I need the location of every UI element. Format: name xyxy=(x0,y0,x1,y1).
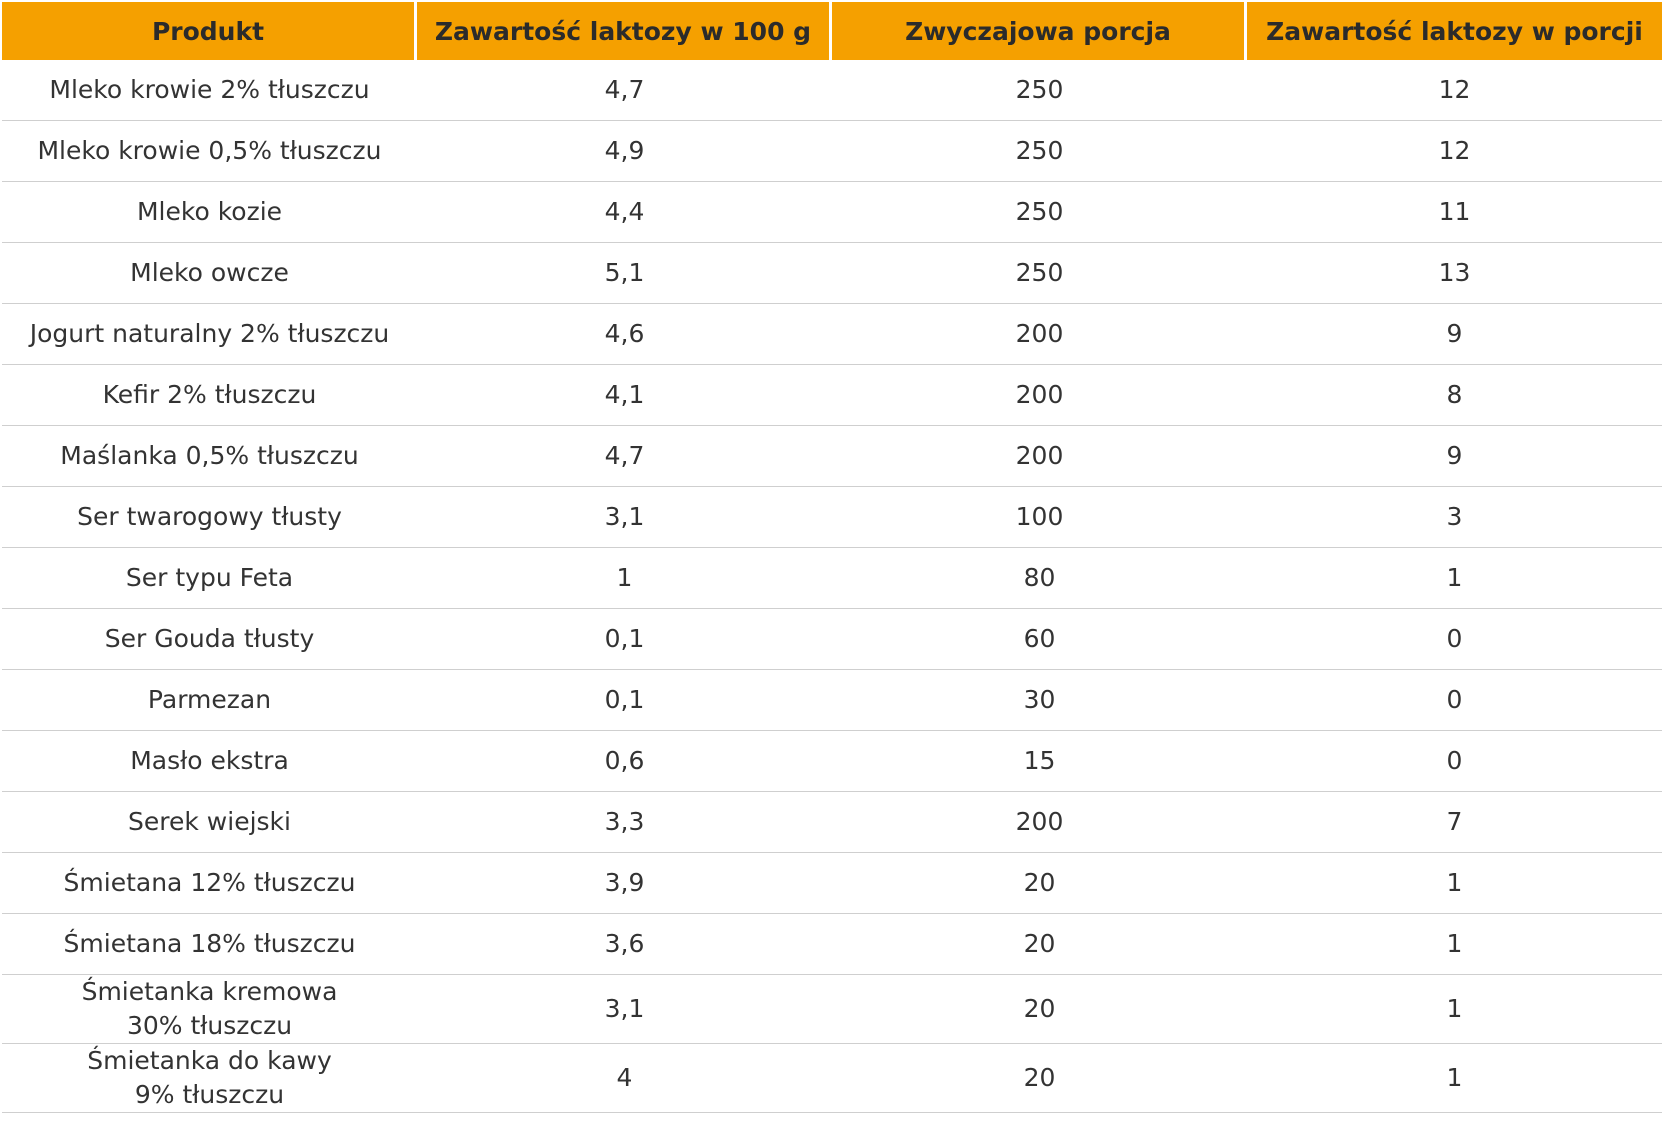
table-row: Ser Gouda tłusty 0,1 60 0 xyxy=(2,609,1662,670)
value-cell: 4,7 xyxy=(417,426,832,487)
value-cell: 200 xyxy=(832,304,1247,365)
product-cell: Śmietanka do kawy 9% tłuszczu xyxy=(2,1044,417,1113)
value-cell: 4,1 xyxy=(417,365,832,426)
header-cell: Zwyczajowa porcja xyxy=(832,2,1247,60)
product-cell: Mleko kozie xyxy=(2,182,417,243)
value-cell: 20 xyxy=(832,1044,1247,1113)
table-row: Parmezan 0,1 30 0 xyxy=(2,670,1662,731)
value-cell: 3,3 xyxy=(417,792,832,853)
product-cell: Mleko krowie 2% tłuszczu xyxy=(2,60,417,121)
product-cell: Parmezan xyxy=(2,670,417,731)
value-cell: 13 xyxy=(1247,243,1662,304)
header-cell: Produkt xyxy=(2,2,417,60)
product-cell: Ser twarogowy tłusty xyxy=(2,487,417,548)
product-cell: Maślanka 0,5% tłuszczu xyxy=(2,426,417,487)
value-cell: 100 xyxy=(832,487,1247,548)
value-cell: 60 xyxy=(832,609,1247,670)
value-cell: 1 xyxy=(417,548,832,609)
value-cell: 1 xyxy=(1247,548,1662,609)
value-cell: 12 xyxy=(1247,121,1662,182)
value-cell: 3,6 xyxy=(417,914,832,975)
product-cell: Ser typu Feta xyxy=(2,548,417,609)
table-row: Śmietanka do kawy 9% tłuszczu 4 20 1 xyxy=(2,1044,1662,1113)
value-cell: 11 xyxy=(1247,182,1662,243)
value-cell: 0,1 xyxy=(417,670,832,731)
value-cell: 8 xyxy=(1247,365,1662,426)
value-cell: 1 xyxy=(1247,914,1662,975)
value-cell: 200 xyxy=(832,365,1247,426)
table-row: Śmietanka kremowa 30% tłuszczu 3,1 20 1 xyxy=(2,975,1662,1044)
product-cell: Mleko owcze xyxy=(2,243,417,304)
table-row: Mleko krowie 0,5% tłuszczu 4,9 250 12 xyxy=(2,121,1662,182)
table-row: Masło ekstra 0,6 15 0 xyxy=(2,731,1662,792)
table-row: Mleko owcze 5,1 250 13 xyxy=(2,243,1662,304)
product-cell: Śmietana 18% tłuszczu xyxy=(2,914,417,975)
value-cell: 200 xyxy=(832,426,1247,487)
table-row: Maślanka 0,5% tłuszczu 4,7 200 9 xyxy=(2,426,1662,487)
value-cell: 250 xyxy=(832,121,1247,182)
value-cell: 4,6 xyxy=(417,304,832,365)
product-cell: Serek wiejski xyxy=(2,792,417,853)
value-cell: 1 xyxy=(1247,853,1662,914)
value-cell: 30 xyxy=(832,670,1247,731)
value-cell: 0 xyxy=(1247,731,1662,792)
table-row: Śmietana 18% tłuszczu 3,6 20 1 xyxy=(2,914,1662,975)
table-body: Mleko krowie 2% tłuszczu 4,7 250 12 Mleko kr… xyxy=(2,60,1662,1113)
table-row: Kefir 2% tłuszczu 4,1 200 8 xyxy=(2,365,1662,426)
value-cell: 0,6 xyxy=(417,731,832,792)
table-row: Ser twarogowy tłusty 3,1 100 3 xyxy=(2,487,1662,548)
table-row: Śmietana 12% tłuszczu 3,9 20 1 xyxy=(2,853,1662,914)
product-cell: Śmietanka kremowa 30% tłuszczu xyxy=(2,975,417,1044)
value-cell: 9 xyxy=(1247,304,1662,365)
value-cell: 0,1 xyxy=(417,609,832,670)
product-cell: Masło ekstra xyxy=(2,731,417,792)
value-cell: 3,1 xyxy=(417,487,832,548)
table-header: Produkt Zawartość laktozy w 100 g Zwyczajo… xyxy=(2,2,1662,60)
value-cell: 250 xyxy=(832,243,1247,304)
product-cell: Jogurt naturalny 2% tłuszczu xyxy=(2,304,417,365)
value-cell: 0 xyxy=(1247,609,1662,670)
value-cell: 1 xyxy=(1247,975,1662,1044)
table-row: Mleko kozie 4,4 250 11 xyxy=(2,182,1662,243)
value-cell: 4,9 xyxy=(417,121,832,182)
value-cell: 20 xyxy=(832,853,1247,914)
table-row: Serek wiejski 3,3 200 7 xyxy=(2,792,1662,853)
value-cell: 7 xyxy=(1247,792,1662,853)
header-row: Produkt Zawartość laktozy w 100 g Zwyczajo… xyxy=(2,2,1662,60)
value-cell: 3 xyxy=(1247,487,1662,548)
table-row: Ser typu Feta 1 80 1 xyxy=(2,548,1662,609)
value-cell: 5,1 xyxy=(417,243,832,304)
value-cell: 3,9 xyxy=(417,853,832,914)
header-cell: Zawartość laktozy w porcji xyxy=(1247,2,1662,60)
value-cell: 4 xyxy=(417,1044,832,1113)
value-cell: 1 xyxy=(1247,1044,1662,1113)
value-cell: 15 xyxy=(832,731,1247,792)
value-cell: 4,7 xyxy=(417,60,832,121)
product-cell: Kefir 2% tłuszczu xyxy=(2,365,417,426)
value-cell: 12 xyxy=(1247,60,1662,121)
product-cell: Ser Gouda tłusty xyxy=(2,609,417,670)
value-cell: 4,4 xyxy=(417,182,832,243)
value-cell: 3,1 xyxy=(417,975,832,1044)
value-cell: 200 xyxy=(832,792,1247,853)
header-cell: Zawartość laktozy w 100 g xyxy=(417,2,832,60)
value-cell: 20 xyxy=(832,914,1247,975)
value-cell: 80 xyxy=(832,548,1247,609)
table-row: Jogurt naturalny 2% tłuszczu 4,6 200 9 xyxy=(2,304,1662,365)
value-cell: 250 xyxy=(832,60,1247,121)
value-cell: 0 xyxy=(1247,670,1662,731)
value-cell: 20 xyxy=(832,975,1247,1044)
value-cell: 250 xyxy=(832,182,1247,243)
product-cell: Śmietana 12% tłuszczu xyxy=(2,853,417,914)
table-row: Mleko krowie 2% tłuszczu 4,7 250 12 xyxy=(2,60,1662,121)
value-cell: 9 xyxy=(1247,426,1662,487)
product-cell: Mleko krowie 0,5% tłuszczu xyxy=(2,121,417,182)
